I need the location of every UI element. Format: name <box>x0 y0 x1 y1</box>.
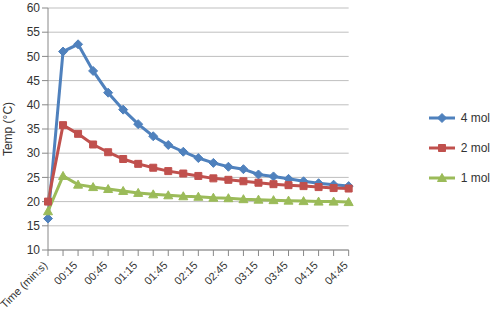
html-text:1 mol: 1 mol <box>460 171 490 185</box>
svg-text:04:45: 04:45 <box>322 259 350 287</box>
svg-text:20: 20 <box>27 195 41 209</box>
svg-text:Temp (°C): Temp (°C) <box>8 102 15 156</box>
svg-text:03:15: 03:15 <box>232 259 260 287</box>
html-text:4 mol: 4 mol <box>460 111 490 125</box>
svg-text:45: 45 <box>27 74 41 88</box>
svg-text:00:15: 00:15 <box>52 259 80 287</box>
svg-text:02:15: 02:15 <box>172 259 200 287</box>
html-text:2 mol: 2 mol <box>460 141 490 155</box>
svg-text:50: 50 <box>27 50 41 64</box>
svg-text:30: 30 <box>27 146 41 160</box>
svg-text:02:45: 02:45 <box>202 259 230 287</box>
svg-text:60: 60 <box>27 1 41 15</box>
svg-text:35: 35 <box>27 122 41 136</box>
svg-text:40: 40 <box>27 98 41 112</box>
svg-text:01:45: 01:45 <box>142 259 170 287</box>
svg-text:15: 15 <box>27 219 41 233</box>
svg-text:55: 55 <box>27 25 41 39</box>
svg-text:01:15: 01:15 <box>112 259 140 287</box>
svg-text:25: 25 <box>27 171 41 185</box>
svg-text:00:45: 00:45 <box>82 259 110 287</box>
svg-text:04:15: 04:15 <box>292 259 320 287</box>
svg-text:Time (min:s): Time (min:s) <box>8 259 49 310</box>
svg-text:10: 10 <box>27 243 41 257</box>
svg-text:03:45: 03:45 <box>262 259 290 287</box>
